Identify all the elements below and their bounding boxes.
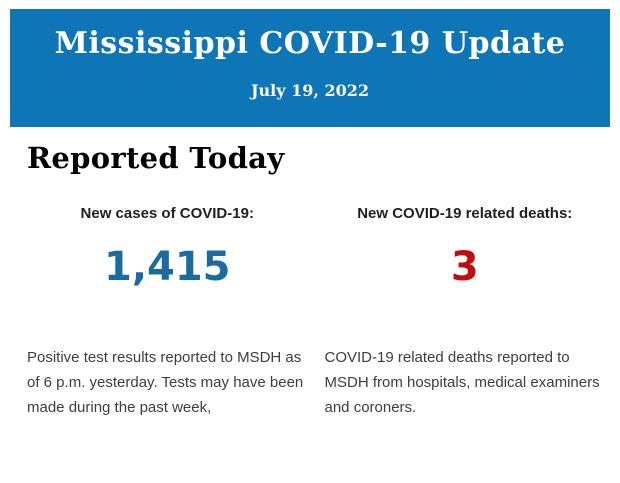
new-deaths-value: 3 xyxy=(450,244,479,290)
new-cases-label: New cases of COVID-19: xyxy=(80,205,254,222)
new-deaths-description: COVID-19 related deaths reported to MSDH… xyxy=(324,349,600,416)
newsletter-date: July 19, 2022 xyxy=(250,81,370,100)
new-deaths-label: New COVID-19 related deaths: xyxy=(357,205,573,222)
section-heading-reported-today: Reported Today xyxy=(27,141,285,175)
stats-grid: New cases of COVID-19: New COVID-19 rela… xyxy=(27,205,605,420)
new-cases-value: 1,415 xyxy=(103,244,231,290)
header-banner: Mississippi COVID-19 Update July 19, 202… xyxy=(10,9,610,127)
new-cases-description: Positive test results reported to MSDH a… xyxy=(27,349,304,416)
newsletter-title: Mississippi COVID-19 Update xyxy=(54,26,566,61)
